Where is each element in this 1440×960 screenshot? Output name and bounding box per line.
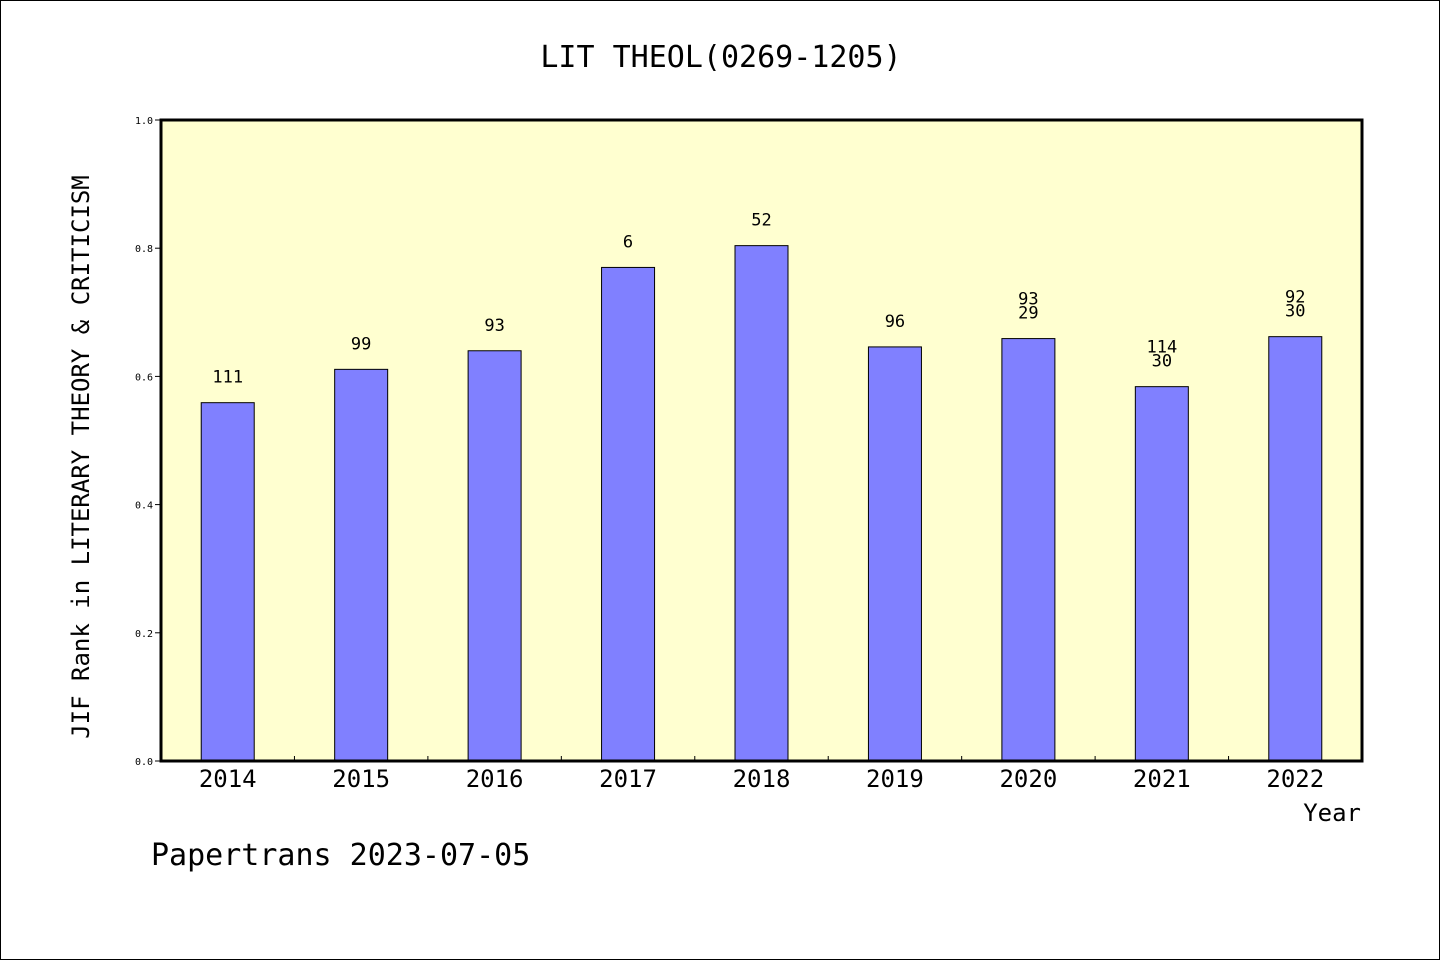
data-label-2021-1: 114	[1146, 338, 1177, 358]
bar-2018	[734, 245, 789, 762]
bar-2022	[1268, 336, 1323, 762]
data-label-2020-1: 93	[1018, 290, 1038, 310]
bar-2014	[200, 402, 255, 762]
footer-text: Papertrans 2023-07-05	[151, 838, 530, 873]
y-tick-label-0.4: 0.4	[135, 501, 153, 512]
data-label-2022-2: 30	[1285, 302, 1305, 322]
x-tick-label-2020: 2020	[999, 765, 1057, 793]
x-tick-label-2022: 2022	[1266, 765, 1324, 793]
x-axis-label: Year	[1303, 799, 1361, 827]
x-tick-label-2021: 2021	[1133, 765, 1191, 793]
data-label-2015: 99	[351, 334, 371, 354]
x-tick-label-2016: 2016	[466, 765, 524, 793]
data-label-2020-2: 29	[1018, 304, 1038, 324]
bar-2021	[1134, 386, 1189, 762]
y-tick-label-0.8: 0.8	[135, 244, 153, 255]
x-tick-label-2014: 2014	[199, 765, 257, 793]
bar-2020	[1001, 338, 1056, 762]
x-tick-label-2015: 2015	[332, 765, 390, 793]
bar-2016	[467, 350, 522, 762]
y-tick-label-0.2: 0.2	[135, 629, 153, 640]
bar-2015	[334, 368, 389, 762]
x-tick-label-2017: 2017	[599, 765, 657, 793]
x-tick-label-2018: 2018	[733, 765, 791, 793]
y-tick-label-0.6: 0.6	[135, 372, 153, 383]
data-label-2019: 96	[885, 312, 905, 332]
y-axis-label: JIF Rank in LITERARY THEORY & CRITICISM	[67, 175, 95, 739]
chart-title: LIT THEOL(0269-1205)	[540, 40, 901, 75]
bar-2017	[601, 266, 656, 762]
plot-border	[159, 118, 1364, 763]
bar-2019	[867, 346, 922, 762]
data-label-2022-1: 92	[1285, 288, 1305, 308]
data-label-2017: 6	[623, 232, 633, 252]
data-label-2014: 111	[212, 368, 243, 388]
data-label-2021-2: 30	[1152, 352, 1172, 372]
y-tick-label-1.0: 1.0	[135, 116, 153, 127]
y-tick-label-0.0: 0.0	[135, 757, 153, 768]
data-label-2016: 93	[484, 316, 504, 336]
data-label-2018: 52	[751, 211, 771, 231]
x-tick-label-2019: 2019	[866, 765, 924, 793]
